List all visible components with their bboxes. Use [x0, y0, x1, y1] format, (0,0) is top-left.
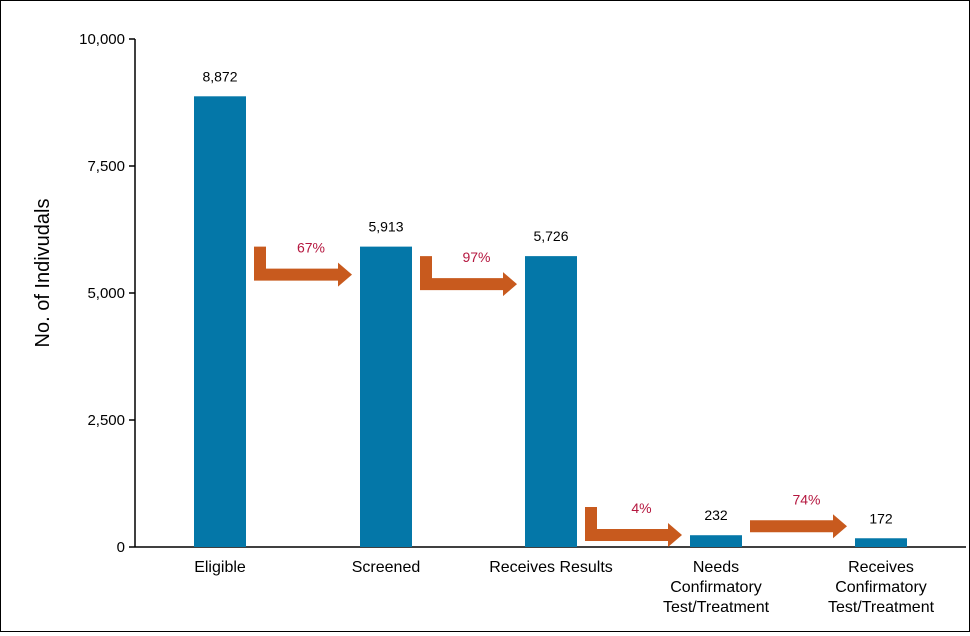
bar-value-label: 232 — [704, 507, 728, 523]
transition-arrow: 74% — [750, 491, 847, 539]
y-tick-label: 5,000 — [87, 285, 125, 302]
x-tick-label: Receives Results — [489, 559, 613, 576]
bars — [194, 96, 907, 547]
x-tick-label: Screened — [352, 559, 421, 576]
y-axis: 0 2,500 5,000 7,500 10,000 — [79, 31, 136, 556]
arrow-shape — [420, 256, 517, 297]
bar — [194, 96, 246, 547]
y-tick-label: 0 — [117, 539, 125, 556]
bar — [360, 246, 412, 547]
x-tick-label: Needs Confirmatory Test/Treatment — [663, 559, 770, 616]
y-tick-label: 2,500 — [87, 412, 125, 429]
transition-arrow: 67% — [254, 240, 352, 287]
bar — [690, 535, 742, 547]
bar — [525, 256, 577, 547]
conversion-percent-label: 97% — [462, 249, 490, 265]
conversion-percent-label: 74% — [792, 491, 820, 507]
y-tick-label: 7,500 — [87, 158, 125, 175]
data-labels: 8,872 5,913 5,726 232 172 — [202, 68, 892, 526]
transition-arrows: 67% 97% 4% 74% — [254, 240, 847, 547]
bar-value-label: 8,872 — [202, 68, 237, 84]
transition-arrow: 97% — [420, 249, 517, 297]
bar-value-label: 5,726 — [533, 228, 568, 244]
bar-value-label: 172 — [869, 510, 893, 526]
bar — [855, 538, 907, 547]
bar-value-label: 5,913 — [368, 219, 403, 235]
x-axis: Eligible Screened Receives Results Needs Con… — [135, 546, 966, 616]
conversion-percent-label: 67% — [297, 240, 325, 256]
y-tick-label: 10,000 — [79, 31, 125, 48]
arrow-shape — [585, 507, 682, 547]
conversion-percent-label: 4% — [631, 500, 651, 516]
arrow-shape — [254, 246, 352, 287]
x-tick-label: Receives Confirmatory Test/Treatment — [828, 559, 935, 616]
x-tick-label: Eligible — [194, 559, 246, 576]
arrow-shape — [750, 514, 847, 539]
y-axis-label: No. of Indivudals — [32, 199, 54, 348]
transition-arrow: 4% — [585, 500, 682, 547]
